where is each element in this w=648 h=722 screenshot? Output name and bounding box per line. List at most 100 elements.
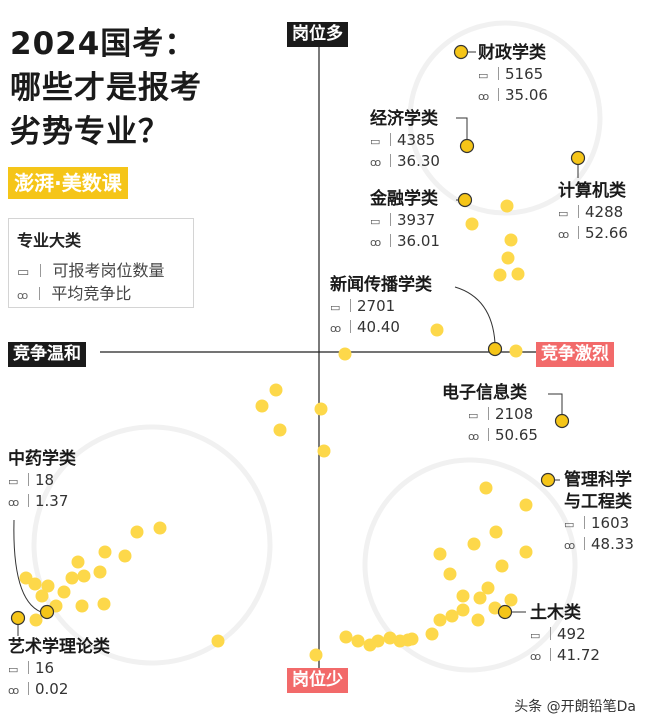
- label-jisuanji: 计算机类 ▭ 4288 ꝏ 52.66: [558, 180, 628, 244]
- leader-dianzi: [548, 393, 563, 415]
- monitor-icon: ▭: [530, 629, 541, 642]
- label-positions: 3937: [397, 211, 436, 229]
- label-ratio: 35.06: [505, 86, 548, 104]
- data-point: [118, 549, 132, 563]
- data-point: [77, 569, 91, 583]
- leader-lines: [13, 51, 579, 636]
- data-point: [338, 347, 352, 361]
- data-points: [10, 44, 586, 662]
- title-line-2: 哪些才是报考: [10, 70, 202, 106]
- data-point: [401, 633, 415, 647]
- people-icon: ꝏ: [370, 236, 382, 249]
- label-name: 财政学类: [478, 43, 546, 63]
- monitor-icon: ▭: [17, 265, 30, 280]
- legend-row-ratio: ꝏ 平均竞争比: [17, 280, 131, 304]
- highlighted-data-point: [554, 413, 570, 429]
- label-ratio: 50.65: [495, 426, 538, 444]
- data-point: [97, 597, 111, 611]
- data-point: [269, 383, 283, 397]
- data-point: [351, 634, 365, 648]
- leader-zhongyao: [13, 519, 42, 613]
- data-point: [75, 599, 89, 613]
- highlighted-data-point: [497, 604, 513, 620]
- data-point: [443, 567, 457, 581]
- data-point: [504, 233, 518, 247]
- data-point: [456, 589, 470, 603]
- label-caizheng: 财政学类 ▭ 5165 ꝏ 35.06: [478, 42, 548, 106]
- highlighted-data-point: [10, 610, 26, 626]
- data-point: [481, 581, 495, 595]
- data-point: [98, 545, 112, 559]
- data-point: [500, 199, 514, 213]
- legend: 专业大类 ▭ 可报考岗位数量 ꝏ 平均竞争比: [8, 218, 194, 308]
- data-point: [445, 609, 459, 623]
- label-positions: 4385: [397, 131, 436, 149]
- people-icon: ꝏ: [564, 539, 576, 552]
- data-point: [519, 545, 533, 559]
- axis-label-left: 竞争温和: [8, 342, 86, 367]
- brand-logo: 澎湃·美数课: [8, 167, 128, 199]
- label-name: 土木类: [530, 603, 581, 623]
- people-icon: ꝏ: [17, 289, 29, 302]
- data-point: [383, 631, 397, 645]
- people-icon: ꝏ: [8, 684, 20, 697]
- label-name-line-2: 与工程类: [564, 492, 632, 512]
- data-point: [465, 217, 479, 231]
- data-point: [425, 627, 439, 641]
- face-watermark: [31, 20, 603, 673]
- data-point: [473, 591, 487, 605]
- label-name: 经济学类: [370, 109, 438, 129]
- highlighted-data-point: [459, 138, 475, 154]
- label-ratio: 48.33: [591, 535, 634, 553]
- label-guanli: 管理科学 与工程类 ▭ 1603 ꝏ 48.33: [564, 469, 634, 555]
- monitor-icon: ▭: [8, 663, 19, 676]
- axes: [100, 46, 536, 668]
- legend-row-positions: ▭ 可报考岗位数量: [17, 257, 165, 281]
- highlighted-data-point: [487, 341, 503, 357]
- label-positions: 18: [35, 471, 55, 489]
- monitor-icon: ▭: [478, 69, 489, 82]
- label-ratio: 52.66: [585, 224, 628, 242]
- monitor-icon: ▭: [468, 409, 479, 422]
- data-point: [495, 559, 509, 573]
- label-tumu: 土木类 ▭ 492 ꝏ 41.72: [530, 602, 600, 666]
- label-positions: 16: [35, 659, 55, 677]
- data-point: [479, 481, 493, 495]
- axis-label-top: 岗位多: [287, 22, 348, 47]
- label-ratio: 36.01: [397, 232, 440, 250]
- highlighted-data-point: [39, 604, 55, 620]
- axis-label-right: 竞争激烈: [536, 342, 614, 367]
- label-ratio: 41.72: [557, 646, 600, 664]
- label-name: 新闻传播学类: [330, 275, 432, 295]
- label-ratio: 0.02: [35, 680, 69, 698]
- data-point: [273, 423, 287, 437]
- source-watermark: 头条 @开朗铅笔Da: [514, 699, 636, 715]
- people-icon: ꝏ: [468, 430, 480, 443]
- people-icon: ꝏ: [370, 156, 382, 169]
- people-icon: ꝏ: [330, 322, 342, 335]
- data-point: [309, 648, 323, 662]
- data-point: [511, 267, 525, 281]
- axis-label-bottom: 岗位少: [287, 668, 348, 693]
- data-point: [433, 613, 447, 627]
- monitor-icon: ▭: [370, 215, 381, 228]
- data-point: [339, 630, 353, 644]
- data-point: [371, 634, 385, 648]
- highlighted-data-point: [453, 44, 469, 60]
- data-point: [93, 565, 107, 579]
- label-positions: 4288: [585, 203, 624, 221]
- label-zhongyao: 中药学类 ▭ 18 ꝏ 1.37: [8, 448, 76, 512]
- data-point: [501, 251, 515, 265]
- label-jingji: 经济学类 ▭ 4385 ꝏ 36.30: [370, 108, 440, 172]
- label-positions: 2108: [495, 405, 534, 423]
- data-point: [471, 613, 485, 627]
- data-point: [519, 498, 533, 512]
- data-point: [430, 323, 444, 337]
- highlighted-data-point: [570, 150, 586, 166]
- data-point: [65, 571, 79, 585]
- leader-xinwen: [454, 286, 496, 344]
- data-point: [433, 547, 447, 561]
- monitor-icon: ▭: [330, 301, 341, 314]
- label-jinrong: 金融学类 ▭ 3937 ꝏ 36.01: [370, 188, 440, 252]
